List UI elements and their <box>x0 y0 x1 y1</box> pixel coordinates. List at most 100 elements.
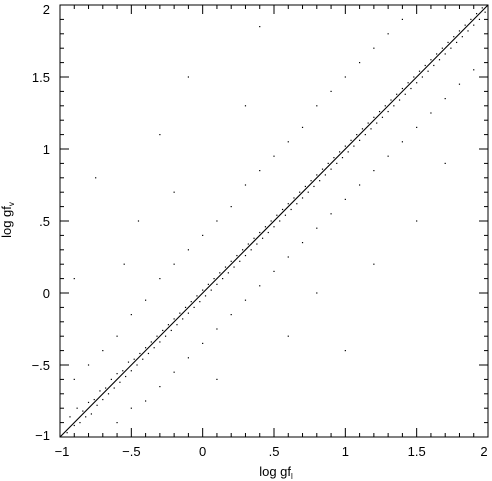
scatter-point <box>137 220 140 222</box>
scatter-point <box>179 312 181 314</box>
scatter-point <box>404 93 406 95</box>
scatter-point <box>239 260 241 262</box>
scatter-point <box>456 41 458 44</box>
scatter-point <box>453 36 455 38</box>
scatter-point <box>359 139 361 141</box>
scatter-point <box>259 170 261 172</box>
scatter-point <box>216 283 218 285</box>
scatter-point <box>410 87 412 90</box>
scatter-point <box>85 416 87 418</box>
scatter-point <box>444 162 446 164</box>
scatter-point <box>164 335 167 337</box>
scatter-point <box>387 110 389 113</box>
scatter-point <box>173 318 175 320</box>
scatter-point <box>313 185 315 188</box>
scatter-point <box>284 214 287 216</box>
scatter-point <box>236 254 238 257</box>
scatter-point <box>233 266 235 268</box>
scatter-point <box>444 53 446 55</box>
scatter-point <box>384 105 386 107</box>
scatter-point <box>458 83 461 85</box>
scatter-point <box>470 18 472 20</box>
scatter-point <box>484 11 486 13</box>
scatter-point <box>290 208 292 211</box>
scatter-point <box>216 220 218 222</box>
scatter-point <box>478 18 481 20</box>
scatter-point <box>336 162 338 164</box>
x-tick-label: .5 <box>269 444 280 459</box>
scatter-point <box>199 301 201 303</box>
scatter-point <box>184 306 187 308</box>
scatter-point <box>107 393 110 395</box>
scatter-point <box>87 364 90 366</box>
scatter-point <box>93 398 95 401</box>
scatter-point <box>401 87 403 90</box>
x-tick-label: −1 <box>55 444 70 459</box>
scatter-point <box>418 70 421 72</box>
scatter-point <box>125 375 127 378</box>
y-tick-label: 1.5 <box>32 70 50 85</box>
scatter-point <box>150 341 152 343</box>
x-tick-label: 2 <box>480 444 487 459</box>
scatter-point <box>393 105 395 107</box>
scatter-point <box>270 220 272 222</box>
scatter-point <box>299 191 301 193</box>
scatter-point <box>153 347 155 349</box>
scatter-point <box>224 266 227 268</box>
scatter-point <box>147 352 150 355</box>
scatter-point <box>73 424 75 427</box>
scatter-point <box>287 256 289 258</box>
scatter-point <box>167 324 170 326</box>
y-tick-label: .5 <box>39 214 50 229</box>
y-tick-label: −.5 <box>32 358 50 373</box>
scatter-point <box>173 371 175 373</box>
scatter-point <box>259 26 261 28</box>
scatter-point <box>142 358 144 360</box>
scatter-point <box>333 157 335 159</box>
scatter-point <box>424 64 426 67</box>
scatter-point <box>373 116 375 118</box>
scatter-point <box>276 214 278 216</box>
scatter-point <box>159 341 161 343</box>
scatter-point <box>273 270 275 272</box>
scatter-point <box>301 126 304 128</box>
reference-line <box>59 4 489 438</box>
y-tick-label: 1 <box>43 142 50 157</box>
scatter-point <box>116 335 118 337</box>
scatter-point <box>95 177 97 179</box>
y-tick-label: 0 <box>43 286 50 301</box>
scatter-point <box>193 306 195 308</box>
scatter-point <box>473 24 475 26</box>
scatter-point <box>227 272 229 274</box>
scatter-point <box>359 184 361 186</box>
scatter-point <box>170 329 172 332</box>
scatter-point <box>259 231 261 234</box>
scatter-point <box>401 18 403 20</box>
scatter-point <box>130 314 132 316</box>
scatter-point <box>202 342 204 344</box>
scatter-point <box>123 263 125 265</box>
scatter-point <box>99 390 101 392</box>
scatter-point <box>230 206 232 208</box>
scatter-point <box>105 387 107 389</box>
scatter-point <box>82 410 84 412</box>
scatter-point <box>102 350 104 352</box>
scatter-point <box>356 134 358 136</box>
scatter-point <box>216 328 218 330</box>
scatter-point <box>281 208 284 211</box>
scatter-point <box>378 110 381 113</box>
scatter-point <box>87 401 90 404</box>
scatter-point <box>376 122 378 124</box>
scatter-point <box>66 432 68 434</box>
scatter-point <box>473 69 475 71</box>
scatter-point <box>287 335 289 337</box>
scatter-point <box>261 237 264 239</box>
scatter-point <box>475 13 478 15</box>
scatter-point <box>113 387 115 389</box>
scatter-point <box>176 324 178 326</box>
scatter-point <box>307 191 309 193</box>
scatter-point <box>230 260 232 262</box>
scatter-point <box>390 99 392 101</box>
scatter-point <box>321 168 324 170</box>
